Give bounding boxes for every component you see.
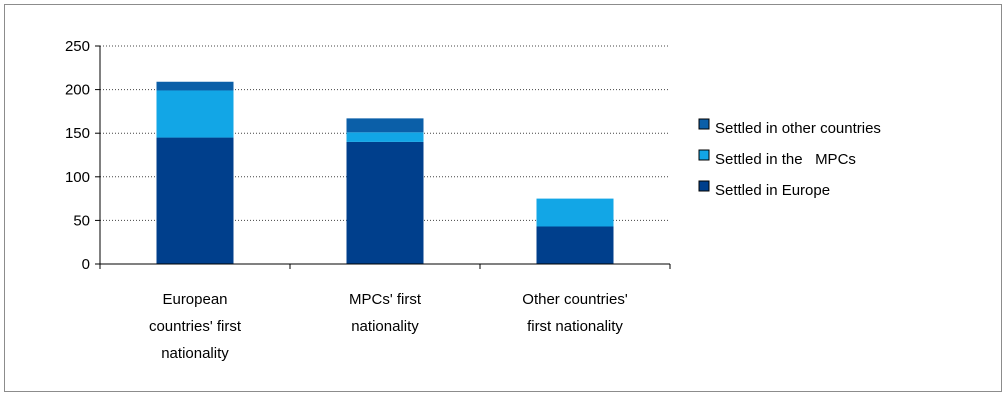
bars <box>156 81 614 264</box>
y-tick-label: 0 <box>82 256 90 273</box>
category-label: nationality <box>351 318 419 335</box>
y-tick-label: 200 <box>65 82 90 99</box>
legend-label-series-3: Settled in other countries <box>715 120 881 137</box>
bar-2-series-1 <box>346 141 424 264</box>
category-label: countries' first <box>149 318 242 335</box>
y-tick-label: 150 <box>65 125 90 142</box>
legend-label-series-1: Settled in Europe <box>715 182 830 199</box>
legend-label-series-2: Settled in the MPCs <box>715 151 856 168</box>
category-labels: European countries' first nationality MPCs'… <box>149 291 628 362</box>
y-tick-label: 100 <box>65 169 90 186</box>
bar-1-series-1 <box>156 137 234 264</box>
bar-3-series-2 <box>536 198 614 227</box>
legend-swatch-series-1 <box>698 180 710 192</box>
bar-2-series-2 <box>346 132 424 142</box>
y-tick-labels: 0 50 100 150 200 250 <box>65 38 90 273</box>
axes <box>95 45 671 269</box>
legend-swatch-series-3 <box>698 118 710 130</box>
category-label: MPCs' first <box>349 291 422 308</box>
chart-area: 0 50 100 150 200 250 European countries' first… <box>4 4 1002 392</box>
bar-2-series-3 <box>346 118 424 133</box>
category-label: Other countries' <box>522 291 628 308</box>
category-label: European <box>162 291 227 308</box>
y-tick-label: 250 <box>65 38 90 55</box>
category-label: nationality <box>161 345 229 362</box>
y-tick-label: 50 <box>73 212 90 229</box>
stacked-bar-chart: 0 50 100 150 200 250 European countries' first… <box>65 38 881 362</box>
bar-3-series-1 <box>536 226 614 264</box>
category-label: first nationality <box>527 318 623 335</box>
legend-swatch-series-2 <box>698 149 710 161</box>
legend: Settled in other countries Settled in the… <box>698 118 881 199</box>
bar-1-series-3 <box>156 81 234 91</box>
bar-1-series-2 <box>156 90 234 138</box>
